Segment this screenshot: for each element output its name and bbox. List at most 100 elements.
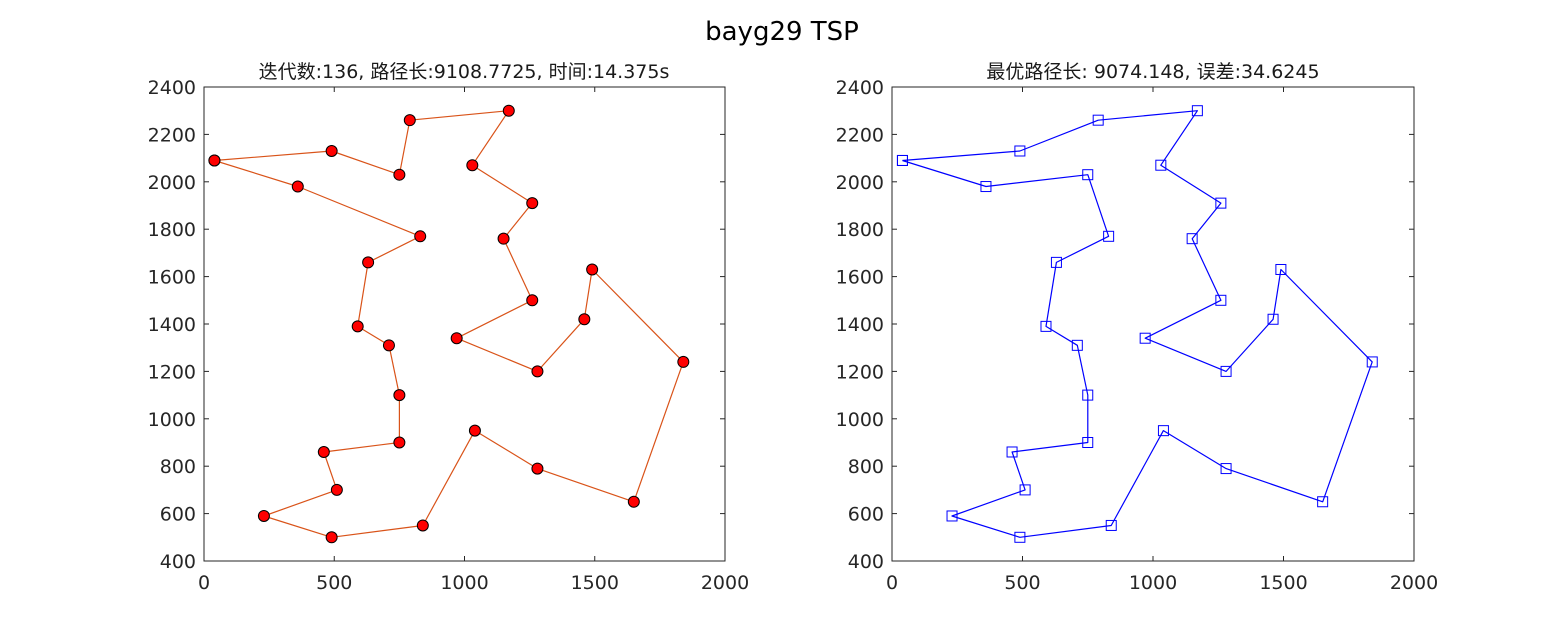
city-point	[1220, 463, 1232, 475]
y-tick-label: 400	[160, 551, 196, 573]
city-point	[325, 531, 338, 544]
city-point	[1019, 484, 1031, 496]
y-tick-label: 2000	[148, 172, 196, 194]
left-plot-title: 迭代数:136, 路径长:9108.7725, 时间:14.375s	[259, 61, 670, 83]
right-ticks: 0 500 1000 1500 2000 400 600 800 1000 1200 1400 160…	[836, 77, 1439, 594]
x-tick-label: 0	[886, 572, 898, 594]
city-point	[468, 424, 481, 437]
city-point	[414, 230, 427, 243]
x-tick-label: 1000	[440, 572, 488, 594]
y-tick-label: 600	[848, 504, 884, 526]
y-tick-label: 800	[848, 456, 884, 478]
city-point	[497, 232, 510, 245]
city-point	[1215, 197, 1227, 209]
city-point	[1082, 389, 1094, 401]
city-point	[526, 197, 539, 210]
city-point	[526, 294, 539, 307]
y-tick-label: 2200	[836, 124, 884, 146]
figure-title: bayg29 TSP	[705, 17, 859, 47]
city-point	[1220, 365, 1232, 377]
city-point	[325, 144, 338, 157]
route-line	[902, 110, 1373, 538]
city-point	[627, 495, 640, 508]
left-ticks: 0 500 1000 1500 2000 400 600 800 1000 1200 1400 160…	[148, 77, 750, 594]
city-point	[317, 445, 330, 458]
y-tick-label: 1800	[836, 219, 884, 241]
y-tick-label: 2400	[148, 77, 196, 99]
city-point	[362, 256, 375, 269]
city-point	[1082, 169, 1094, 181]
city-point	[1139, 332, 1151, 344]
x-tick-label: 1000	[1129, 572, 1177, 594]
x-tick-label: 1500	[571, 572, 619, 594]
city-point	[1103, 230, 1115, 242]
left-route	[214, 110, 684, 538]
left-plot: 迭代数:136, 路径长:9108.7725, 时间:14.375s 0 500 1…	[148, 61, 750, 594]
city-point	[416, 519, 429, 532]
city-point	[1366, 356, 1378, 368]
left-axes-box	[203, 86, 726, 562]
x-tick-label: 0	[198, 572, 210, 594]
city-point	[393, 168, 406, 181]
city-point	[578, 313, 591, 326]
city-point	[1157, 425, 1169, 437]
city-point	[1014, 531, 1026, 543]
city-point	[208, 154, 221, 167]
city-point	[257, 509, 270, 522]
city-point	[1040, 320, 1052, 332]
y-tick-label: 1800	[148, 219, 196, 241]
y-tick-label: 1200	[836, 361, 884, 383]
right-plot-title: 最优路径长: 9074.148, 误差:34.6245	[986, 61, 1319, 83]
city-point	[586, 263, 599, 276]
x-tick-label: 2000	[1390, 572, 1438, 594]
city-point	[896, 154, 908, 166]
right-markers	[896, 105, 1378, 543]
left-markers	[208, 104, 690, 544]
city-point	[1014, 145, 1026, 157]
city-point	[1050, 256, 1062, 268]
city-point	[946, 510, 958, 522]
y-tick-label: 1600	[836, 267, 884, 289]
y-tick-label: 1000	[836, 409, 884, 431]
city-point	[393, 436, 406, 449]
city-point	[1275, 263, 1287, 275]
y-tick-label: 1200	[148, 361, 196, 383]
city-point	[1155, 159, 1167, 171]
city-point	[291, 180, 304, 193]
y-tick-label: 1400	[836, 314, 884, 336]
x-tick-label: 500	[1004, 572, 1040, 594]
right-route	[902, 110, 1373, 538]
city-point	[1215, 294, 1227, 306]
city-point	[1191, 105, 1203, 117]
right-axes-box	[891, 86, 1415, 562]
city-point	[677, 355, 690, 368]
y-tick-label: 2000	[836, 172, 884, 194]
city-point	[531, 365, 544, 378]
city-point	[403, 114, 416, 127]
city-point	[1082, 437, 1094, 448]
city-point	[1071, 339, 1083, 351]
x-tick-label: 500	[316, 572, 352, 594]
city-point	[1317, 496, 1329, 508]
city-point	[382, 339, 395, 352]
route-line	[214, 110, 684, 538]
y-tick-label: 800	[160, 456, 196, 478]
city-point	[502, 104, 515, 117]
city-point	[1267, 313, 1279, 325]
city-point	[980, 181, 992, 193]
y-tick-label: 1000	[148, 409, 196, 431]
city-point	[1105, 519, 1117, 531]
city-point	[330, 483, 343, 496]
y-tick-label: 2400	[836, 77, 884, 99]
city-point	[1006, 446, 1018, 458]
y-tick-label: 1400	[148, 314, 196, 336]
right-plot: 最优路径长: 9074.148, 误差:34.6245 0 500 1000 1500…	[836, 61, 1439, 594]
city-point	[393, 389, 406, 402]
x-tick-label: 2000	[701, 572, 749, 594]
y-tick-label: 1600	[148, 267, 196, 289]
city-point	[1186, 233, 1198, 245]
x-tick-label: 1500	[1259, 572, 1307, 594]
y-tick-label: 400	[848, 551, 884, 573]
city-point	[351, 320, 364, 333]
